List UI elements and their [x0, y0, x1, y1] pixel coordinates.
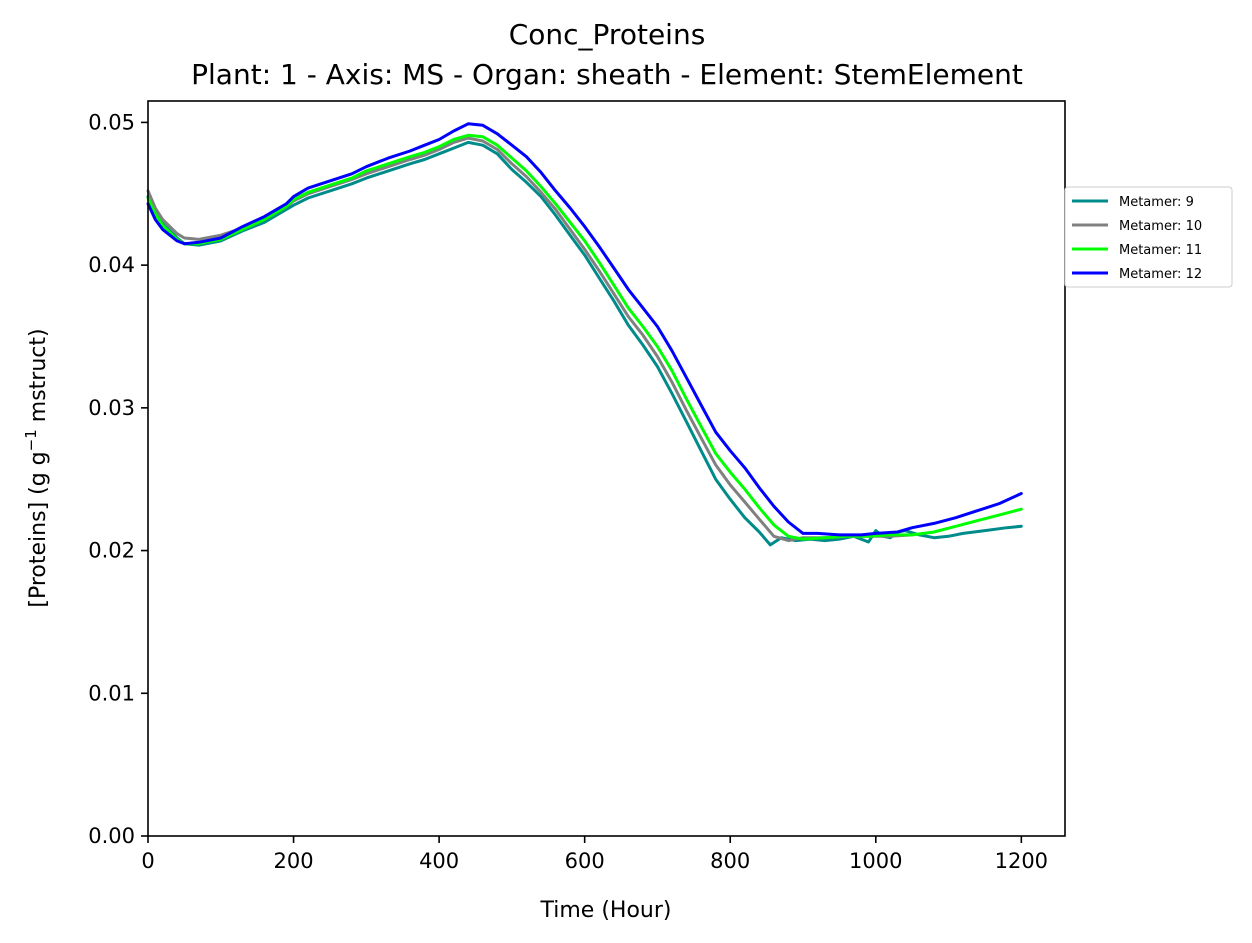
- legend-box: [1064, 186, 1233, 288]
- x-axis: 0 200 400 600 800 1000 1200: [141, 836, 1048, 873]
- y-tick-label: 0.01: [88, 681, 135, 705]
- x-tick-label: 1000: [849, 849, 902, 873]
- legend-label: Metamer: 12: [1119, 267, 1202, 282]
- legend: Metamer: 9 Metamer: 10 Metamer: 11 Metamer:…: [1064, 186, 1233, 288]
- y-tick-label: 0.02: [88, 539, 135, 563]
- y-axis-label-unit: mstruct): [26, 328, 51, 429]
- plot-area: [146, 122, 1023, 547]
- legend-label: Metamer: 9: [1119, 195, 1194, 210]
- y-axis-label-main: [Proteins] (g g: [26, 451, 51, 607]
- y-axis: 0.00 0.01 0.02 0.03 0.04 0.05: [88, 110, 148, 848]
- y-tick-label: 0.03: [88, 396, 135, 420]
- chart-subtitle: Plant: 1 - Axis: MS - Organ: sheath - El…: [191, 58, 1023, 91]
- series-line-3: [146, 133, 1023, 541]
- y-axis-label: [Proteins] (g g−1 mstruct): [22, 328, 51, 607]
- y-tick-label: 0.04: [88, 253, 135, 277]
- chart-title: Conc_Proteins: [509, 18, 706, 51]
- x-tick-label: 200: [274, 849, 314, 873]
- x-tick-label: 400: [419, 849, 459, 873]
- y-axis-label-exponent: −1: [22, 429, 40, 451]
- legend-label: Metamer: 11: [1119, 243, 1202, 258]
- x-tick-label: 1200: [995, 849, 1048, 873]
- x-tick-label: 600: [565, 849, 605, 873]
- x-tick-label: 800: [710, 849, 750, 873]
- legend-label: Metamer: 10: [1119, 219, 1202, 234]
- series-line-4: [146, 122, 1023, 537]
- y-tick-label: 0.00: [88, 824, 135, 848]
- plot-frame: [147, 100, 1066, 837]
- x-tick-label: 0: [141, 849, 154, 873]
- y-tick-label: 0.05: [88, 110, 135, 134]
- x-axis-label: Time (Hour): [540, 898, 672, 923]
